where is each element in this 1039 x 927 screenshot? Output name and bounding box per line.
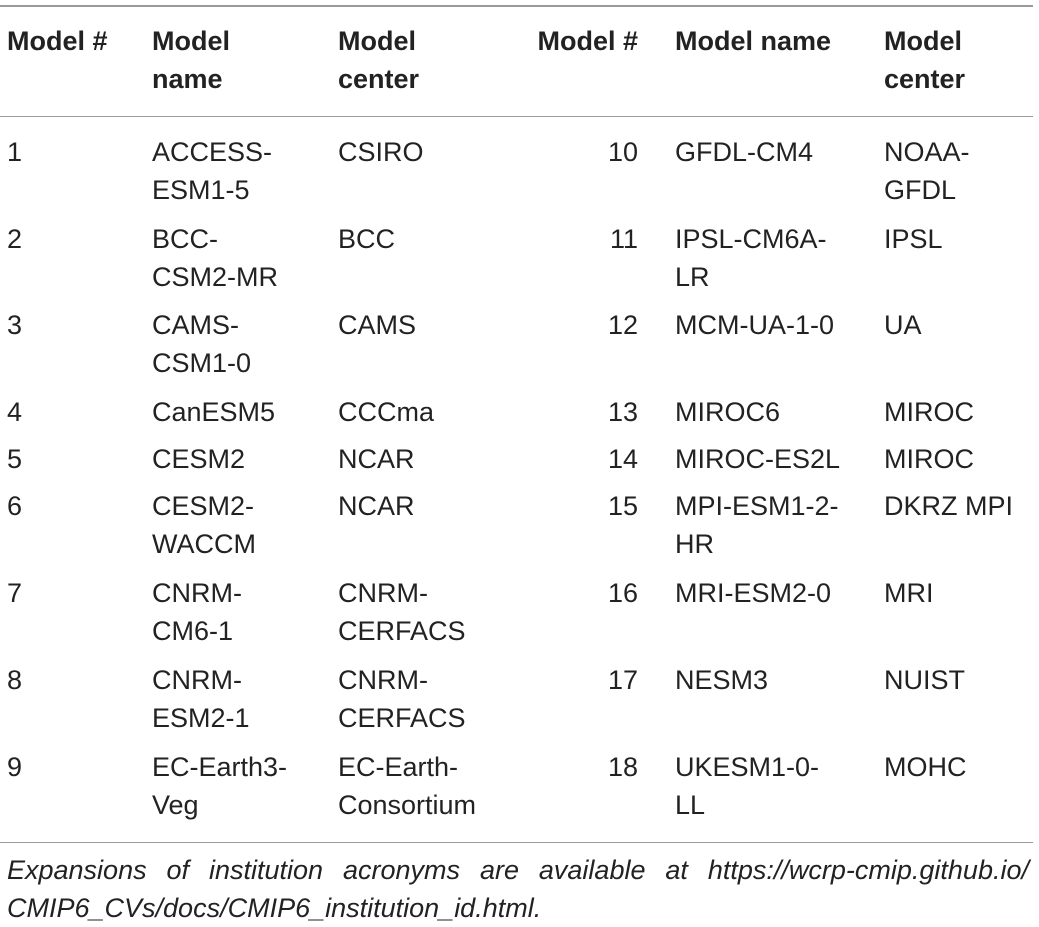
model-number-cell: 18 — [607, 752, 638, 782]
model-number-cell: 15 — [607, 491, 638, 521]
model-number-cell: 16 — [607, 578, 638, 608]
model-name-cell: IPSL-CM6A- LR — [675, 224, 827, 292]
model-name-cell: CESM2- WACCM — [152, 491, 256, 559]
model-number-cell: 5 — [7, 444, 23, 474]
model-name-cell: EC-Earth3- Veg — [152, 752, 288, 820]
header-model-number-right: Model # — [537, 26, 638, 56]
model-number-cell: 14 — [607, 444, 638, 474]
model-number-cell: 17 — [607, 665, 638, 695]
model-name-cell: MRI-ESM2-0 — [675, 578, 832, 608]
model-number-cell: 13 — [607, 397, 638, 427]
model-name-cell: MIROC-ES2L — [675, 444, 841, 474]
model-center-cell: CNRM- CERFACS — [338, 665, 466, 733]
model-center-cell: MIROC — [884, 444, 974, 474]
model-number-cell: 11 — [609, 224, 638, 254]
model-center-cell: CNRM- CERFACS — [338, 578, 466, 646]
header-model-number-left: Model # — [7, 26, 108, 56]
model-number-cell: 8 — [7, 665, 23, 695]
model-number-cell: 2 — [7, 224, 23, 254]
model-name-cell: NESM3 — [675, 665, 769, 695]
header-model-name-right: Model name — [675, 26, 832, 56]
model-center-cell: NOAA- GFDL — [884, 137, 970, 205]
model-name-cell: GFDL-CM4 — [675, 137, 814, 167]
model-name-cell: ACCESS- ESM1-5 — [152, 137, 273, 205]
model-name-cell: CAMS- CSM1-0 — [152, 310, 252, 378]
model-name-cell: BCC- CSM2-MR — [152, 224, 278, 292]
model-center-cell: UA — [884, 310, 922, 340]
model-name-cell: MIROC6 — [675, 397, 781, 427]
model-center-cell: MIROC — [884, 397, 974, 427]
model-name-cell: CNRM- ESM2-1 — [152, 665, 250, 733]
model-number-cell: 4 — [7, 397, 23, 427]
header-model-center-left: Model center — [338, 26, 420, 94]
model-number-cell: 6 — [7, 491, 23, 521]
model-number-cell: 7 — [7, 578, 23, 608]
model-name-cell: MPI-ESM1-2- HR — [675, 491, 839, 559]
model-name-cell: CNRM- CM6-1 — [152, 578, 242, 646]
model-center-cell: NCAR — [338, 444, 415, 474]
model-center-cell: NUIST — [884, 665, 965, 695]
model-center-cell: CAMS — [338, 310, 417, 340]
model-center-cell: CSIRO — [338, 137, 424, 167]
model-name-cell: CanESM5 — [152, 397, 276, 427]
table-top-rule — [0, 5, 1033, 7]
model-name-cell: MCM-UA-1-0 — [675, 310, 834, 340]
table-footnote: Expansions of institution acronyms are a… — [7, 855, 1029, 923]
model-center-cell: DKRZ MPI — [884, 491, 1014, 521]
model-center-cell: NCAR — [338, 491, 415, 521]
model-center-cell: MOHC — [884, 752, 967, 782]
model-center-cell: IPSL — [884, 224, 943, 254]
table-bottom-rule — [0, 842, 1033, 843]
header-model-center-right: Model center — [884, 26, 966, 94]
model-number-cell: 9 — [7, 752, 23, 782]
model-name-cell: UKESM1-0- LL — [675, 752, 820, 820]
model-number-cell: 10 — [607, 137, 638, 167]
model-number-cell: 1 — [7, 137, 23, 167]
model-number-cell: 12 — [607, 310, 638, 340]
model-center-cell: MRI — [884, 578, 934, 608]
model-center-cell: CCCma — [338, 397, 435, 427]
model-name-cell: CESM2 — [152, 444, 246, 474]
header-model-name-left: Model name — [152, 26, 230, 94]
model-center-cell: EC-Earth- Consortium — [338, 752, 477, 820]
model-center-cell: BCC — [338, 224, 396, 254]
header-divider-rule — [0, 116, 1033, 117]
model-number-cell: 3 — [7, 310, 23, 340]
